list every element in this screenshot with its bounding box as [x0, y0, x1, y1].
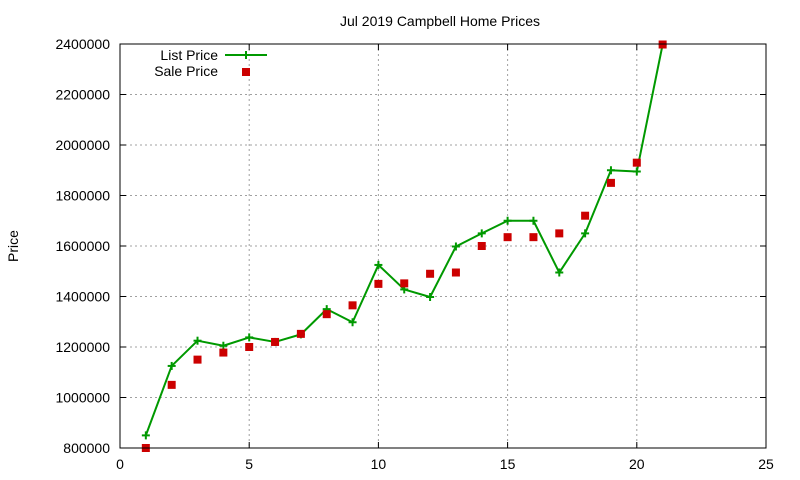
- y-tick-label: 1800000: [55, 188, 110, 204]
- series-1-point: [167, 380, 176, 389]
- series-1-point: [296, 329, 305, 338]
- series-0-point: [555, 268, 564, 277]
- plot-border: [119, 43, 767, 449]
- series-1: [141, 40, 667, 452]
- legend-sample-list-price: [225, 51, 267, 59]
- y-tick-label: 2200000: [55, 87, 110, 103]
- series-0-point: [193, 336, 202, 345]
- series-0-line: [144, 43, 664, 437]
- series-0-point: [581, 229, 590, 238]
- series-1-point: [400, 279, 409, 288]
- series-0-point: [606, 166, 615, 175]
- series-1-point: [374, 279, 383, 288]
- x-tick-label: 0: [116, 456, 124, 472]
- series-1-point: [193, 355, 202, 364]
- series-0-point: [141, 431, 150, 440]
- legend: List Price Sale Price: [154, 47, 267, 79]
- y-tick-label: 1600000: [55, 238, 110, 254]
- series-1-point: [529, 233, 538, 242]
- y-tick-label: 1200000: [55, 339, 110, 355]
- y-tick-label: 2400000: [55, 36, 110, 52]
- series-1-point: [426, 269, 435, 278]
- series-0-point: [503, 216, 512, 225]
- series-0-point: [167, 361, 176, 370]
- series-1-point: [658, 40, 667, 49]
- x-tick-label: 20: [629, 456, 645, 472]
- series-0-point: [245, 333, 254, 342]
- series-0-point: [219, 341, 228, 350]
- series-0-point: [348, 318, 357, 327]
- series-1-point: [606, 178, 615, 187]
- series-1-point: [477, 242, 486, 250]
- series-0-point: [451, 242, 460, 251]
- x-tick-label: 5: [245, 456, 253, 472]
- y-axis-label: Price: [5, 230, 21, 262]
- series-1-point: [555, 229, 564, 238]
- y-tick-label: 1400000: [55, 289, 110, 305]
- series-1-point: [245, 343, 254, 351]
- y-tick-label: 2000000: [55, 137, 110, 153]
- legend-label-sale-price: Sale Price: [154, 63, 218, 79]
- series-0-point: [529, 216, 538, 225]
- series-1-point: [322, 310, 331, 319]
- legend-label-list-price: List Price: [160, 47, 218, 63]
- series-1-point: [219, 348, 228, 357]
- series-1-point: [348, 301, 357, 310]
- x-tick-label: 10: [371, 456, 387, 472]
- y-tick-label: 1000000: [55, 390, 110, 406]
- series-1-point: [581, 211, 590, 220]
- series-0: [141, 40, 667, 440]
- chart-title: Jul 2019 Campbell Home Prices: [340, 13, 540, 29]
- series-1-point: [503, 233, 512, 242]
- series-1-point: [271, 337, 280, 346]
- grid-lines: [120, 44, 766, 448]
- legend-sample-sale-price: [242, 68, 250, 76]
- legend-sample-list-price-marker: [242, 51, 250, 59]
- tick-labels: 0 5 10 15 20 25 800000 1000000 1200000 1400000 160…: [55, 36, 774, 472]
- series-1-point: [451, 268, 460, 277]
- series-0-point: [477, 229, 486, 238]
- series-0-point: [374, 260, 383, 269]
- series-1-point: [632, 158, 641, 167]
- series-layer: [141, 40, 667, 452]
- series-0-point: [632, 167, 641, 176]
- x-tick-label: 25: [758, 456, 774, 472]
- x-tick-label: 15: [500, 456, 516, 472]
- y-tick-label: 800000: [63, 440, 110, 456]
- series-0-point: [426, 293, 435, 302]
